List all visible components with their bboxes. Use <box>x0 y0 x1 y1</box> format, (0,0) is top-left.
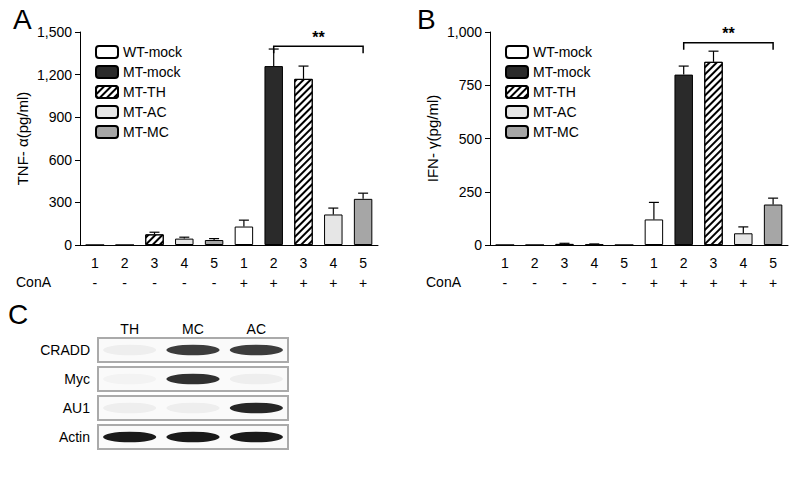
svg-text:+: + <box>240 275 248 291</box>
svg-text:WT-mock: WT-mock <box>123 44 183 60</box>
svg-text:+: + <box>680 275 688 291</box>
svg-text:1,000: 1,000 <box>447 24 482 40</box>
svg-text:-: - <box>152 275 157 291</box>
svg-text:0: 0 <box>474 237 482 253</box>
svg-text:2: 2 <box>531 255 539 271</box>
svg-text:ConA: ConA <box>426 274 462 290</box>
svg-text:3: 3 <box>561 255 569 271</box>
svg-text:MT-AC: MT-AC <box>123 104 167 120</box>
svg-text:250: 250 <box>459 184 483 200</box>
svg-text:MT-TH: MT-TH <box>533 84 576 100</box>
svg-text:+: + <box>709 275 717 291</box>
svg-text:4: 4 <box>590 255 598 271</box>
svg-text:-: - <box>592 275 597 291</box>
svg-text:MT-mock: MT-mock <box>123 64 182 80</box>
svg-text:MT-MC: MT-MC <box>123 124 169 140</box>
svg-text:5: 5 <box>620 255 628 271</box>
svg-text:+: + <box>329 275 337 291</box>
svg-text:2: 2 <box>680 255 688 271</box>
svg-text:CRADD: CRADD <box>40 342 90 358</box>
svg-text:3: 3 <box>300 255 308 271</box>
svg-text:AC: AC <box>247 321 266 337</box>
svg-text:+: + <box>650 275 658 291</box>
svg-text:-: - <box>93 275 98 291</box>
svg-text:-: - <box>622 275 627 291</box>
svg-text:AU1: AU1 <box>63 400 90 416</box>
svg-text:+: + <box>769 275 777 291</box>
svg-text:1: 1 <box>650 255 658 271</box>
svg-text:1: 1 <box>240 255 248 271</box>
svg-text:5: 5 <box>210 255 218 271</box>
svg-text:3: 3 <box>151 255 159 271</box>
svg-text:IFN- γ(pg/ml): IFN- γ(pg/ml) <box>424 95 441 183</box>
svg-text:0: 0 <box>64 237 72 253</box>
svg-text:300: 300 <box>49 194 73 210</box>
svg-text:5: 5 <box>769 255 777 271</box>
svg-text:MT-MC: MT-MC <box>533 124 579 140</box>
svg-text:500: 500 <box>459 131 483 147</box>
svg-text:+: + <box>270 275 278 291</box>
svg-text:750: 750 <box>459 77 483 93</box>
svg-text:5: 5 <box>359 255 367 271</box>
svg-text:900: 900 <box>49 109 73 125</box>
svg-text:MT-mock: MT-mock <box>533 64 592 80</box>
svg-text:B: B <box>417 4 436 35</box>
svg-text:A: A <box>13 4 32 35</box>
svg-text:Actin: Actin <box>59 429 90 445</box>
svg-text:**: ** <box>312 29 325 46</box>
svg-text:1,200: 1,200 <box>37 67 72 83</box>
svg-text:2: 2 <box>270 255 278 271</box>
svg-text:-: - <box>182 275 187 291</box>
svg-text:**: ** <box>722 25 735 42</box>
svg-text:-: - <box>562 275 567 291</box>
svg-text:600: 600 <box>49 152 73 168</box>
svg-text:MC: MC <box>182 321 204 337</box>
svg-text:WT-mock: WT-mock <box>533 44 593 60</box>
svg-text:1: 1 <box>501 255 509 271</box>
svg-text:TNF- α(pg/ml): TNF- α(pg/ml) <box>14 92 31 186</box>
svg-text:+: + <box>359 275 367 291</box>
svg-text:4: 4 <box>180 255 188 271</box>
svg-text:2: 2 <box>121 255 129 271</box>
svg-text:1,500: 1,500 <box>37 24 72 40</box>
svg-text:3: 3 <box>710 255 718 271</box>
svg-text:-: - <box>212 275 217 291</box>
svg-text:-: - <box>503 275 508 291</box>
svg-text:4: 4 <box>739 255 747 271</box>
svg-text:+: + <box>299 275 307 291</box>
svg-text:1: 1 <box>91 255 99 271</box>
svg-text:-: - <box>532 275 537 291</box>
svg-text:4: 4 <box>329 255 337 271</box>
svg-text:Myc: Myc <box>64 371 90 387</box>
svg-text:-: - <box>122 275 127 291</box>
svg-text:MT-TH: MT-TH <box>123 84 166 100</box>
svg-text:+: + <box>739 275 747 291</box>
svg-text:MT-AC: MT-AC <box>533 104 577 120</box>
svg-text:C: C <box>8 299 28 330</box>
svg-text:TH: TH <box>120 321 139 337</box>
svg-text:ConA: ConA <box>16 274 52 290</box>
